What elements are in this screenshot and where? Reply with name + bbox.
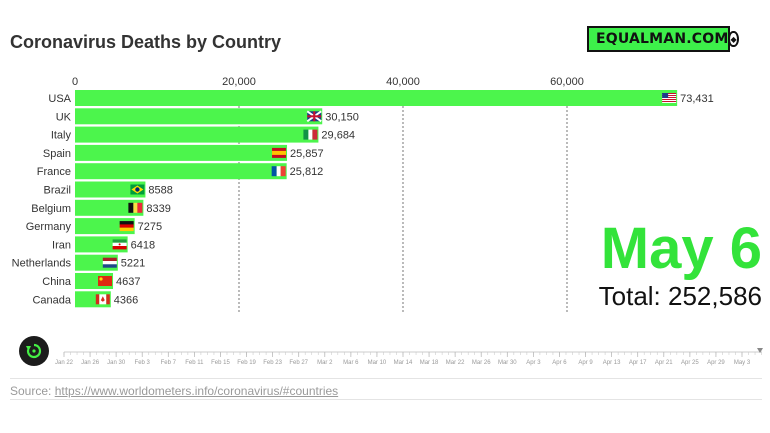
timeline-tick-label: Jan 22 [55, 360, 74, 366]
bar-belgium [75, 199, 144, 216]
timeline-tick-label: Feb 11 [185, 360, 204, 366]
flag-spain-icon [272, 147, 287, 158]
timeline-slider[interactable]: Jan 22 Jan 26 Jan 30 Feb 3 Feb 7 Feb 11 Feb 15… [0, 345, 770, 371]
flag-germany-icon [119, 221, 134, 232]
bar-usa [75, 90, 678, 106]
flag-iran-icon [112, 239, 127, 250]
divider-bottom [10, 399, 762, 400]
timeline-tick-label: Mar 22 [446, 360, 465, 366]
category-label: Netherlands [12, 258, 72, 270]
x-tick-label: 40,000 [386, 76, 420, 88]
diamond-icon: ◆ [728, 31, 739, 47]
timeline-tick-label: Feb 15 [211, 360, 230, 366]
flag-china-icon [98, 276, 113, 286]
bar-chart: 0 20,000 40,000 60,000 USA 73,431 UK 30,150 Ital… [12, 76, 714, 312]
total-deaths: Total: 252,586 [598, 281, 762, 311]
flag-netherlands-icon [102, 257, 117, 268]
flag-brazil-icon [130, 184, 145, 195]
value-label: 25,857 [290, 148, 324, 160]
category-label: Germany [26, 221, 72, 233]
category-label: USA [48, 93, 71, 105]
value-label: 25,812 [290, 166, 324, 178]
timeline-tick-label: Jan 26 [81, 360, 100, 366]
value-label: 8339 [146, 203, 170, 215]
timeline-handle [757, 348, 763, 353]
value-label: 29,684 [321, 130, 355, 142]
timeline-tick-label: Feb 7 [161, 360, 177, 366]
timeline-tick-label: Mar 6 [343, 360, 359, 366]
x-tick-label: 60,000 [550, 76, 584, 88]
source-prefix: Source: [10, 384, 55, 398]
logo-text: EQUALMAN.COM [596, 31, 729, 47]
category-label: Canada [32, 294, 71, 306]
timeline-tick-label: Feb 3 [135, 360, 151, 366]
timeline-tick-label: Apr 25 [681, 360, 699, 366]
bar-spain [75, 144, 288, 161]
bar-uk [75, 108, 323, 125]
value-label: 73,431 [680, 93, 714, 105]
value-label: 4637 [116, 276, 140, 288]
value-label: 6418 [131, 239, 155, 251]
source-note: Source: https://www.worldometers.info/co… [10, 384, 338, 398]
timeline-tick-label: Mar 26 [472, 360, 491, 366]
timeline-tick-label: Feb 23 [263, 360, 282, 366]
flag-uk-icon [306, 110, 322, 123]
current-date: May 6 [600, 216, 762, 281]
flag-usa-icon [662, 93, 677, 103]
category-label: Italy [51, 130, 72, 142]
flag-italy-icon [303, 129, 318, 140]
value-label: 7275 [138, 221, 162, 233]
timeline-tick-label: Mar 2 [317, 360, 333, 366]
timeline-tick-label: Apr 17 [629, 360, 647, 366]
category-label: UK [56, 111, 72, 123]
replay-button[interactable] [19, 336, 49, 366]
timeline-tick-label: Apr 29 [707, 360, 725, 366]
category-label: Iran [52, 239, 71, 251]
timeline-tick-label: Apr 9 [578, 360, 593, 366]
bar-brazil [75, 181, 146, 198]
timeline-tick-label: Mar 18 [420, 360, 439, 366]
replay-icon [26, 343, 42, 359]
timeline-tick-label: Apr 6 [552, 360, 567, 366]
category-label: Belgium [31, 203, 71, 215]
divider [10, 378, 762, 379]
value-label: 4366 [114, 294, 138, 306]
value-label: 30,150 [325, 111, 359, 123]
timeline-tick-label: Feb 27 [289, 360, 308, 366]
flag-belgium-icon [128, 202, 143, 213]
flag-canada-icon [95, 294, 110, 305]
timeline-tick-label: Apr 21 [655, 360, 673, 366]
x-tick-label: 0 [72, 76, 78, 88]
flag-france-icon [271, 166, 286, 177]
timeline-tick-label: Apr 13 [603, 360, 621, 366]
timeline-tick-label: Mar 10 [368, 360, 387, 366]
category-label: Brazil [43, 185, 71, 197]
category-label: Spain [43, 148, 71, 160]
timeline-tick-label: Feb 19 [237, 360, 256, 366]
timeline-tick-label: Apr 3 [526, 360, 541, 366]
category-label: France [37, 166, 71, 178]
timeline-tick-label: Jan 30 [107, 360, 126, 366]
source-link[interactable]: https://www.worldometers.info/coronaviru… [54, 384, 339, 398]
chart-title: Coronavirus Deaths by Country [10, 32, 282, 52]
timeline-tick-label: May 3 [734, 360, 751, 366]
bar-france [75, 163, 287, 180]
category-label: China [42, 276, 72, 288]
value-label: 8588 [148, 185, 172, 197]
timeline-tick-label: Mar 30 [498, 360, 517, 366]
equalman-logo: EQUALMAN.COM ◆ [587, 26, 739, 52]
bar-italy [75, 126, 319, 143]
timeline-tick-label: Mar 14 [394, 360, 413, 366]
x-tick-label: 20,000 [222, 76, 256, 88]
value-label: 5221 [121, 258, 145, 270]
